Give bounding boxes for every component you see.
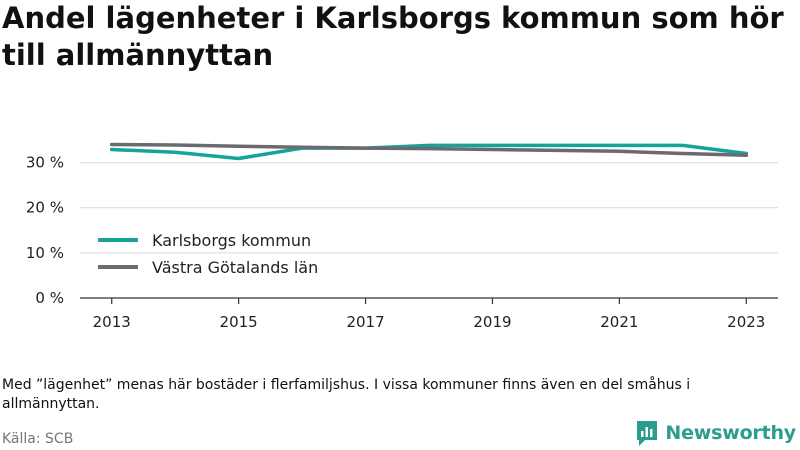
y-tick-label: 0 % [35, 289, 64, 307]
x-tick-label: 2013 [93, 313, 131, 331]
source-label: Källa: SCB [2, 431, 74, 447]
newsworthy-logo-icon [637, 421, 658, 446]
brand-logo[interactable]: Newsworthy [635, 419, 796, 447]
series-lines [109, 142, 749, 161]
line-chart: 0 % 10 % 20 % 30 % 2013 2015 2017 2019 2021 2023… [26, 142, 778, 331]
x-tick-label: 2015 [220, 313, 258, 331]
series-line-1 [109, 143, 749, 161]
legend: Karlsborgs kommun Västra Götalands län [98, 231, 318, 277]
x-tick-label: 2021 [600, 313, 638, 331]
y-tick-labels: 0 % 10 % 20 % 30 % [26, 154, 64, 307]
x-axis [80, 297, 778, 304]
x-tick-labels: 2013 2015 2017 2019 2021 2023 [93, 313, 766, 331]
y-tick-label: 20 % [26, 199, 64, 217]
x-tick-label: 2017 [346, 313, 384, 331]
x-tick-label: 2023 [727, 313, 765, 331]
gridlines [80, 162, 778, 254]
legend-label: Västra Götalands län [152, 258, 318, 277]
chart-footnote: Med ”lägenhet” menas här bostäder i fler… [2, 377, 691, 412]
y-tick-label: 10 % [26, 244, 64, 262]
y-tick-label: 30 % [26, 154, 64, 172]
brand-name: Newsworthy [665, 422, 796, 444]
chart-title: Andel lägenheter i Karlsborgs kommun som… [2, 1, 784, 72]
x-tick-label: 2019 [473, 313, 511, 331]
series-line-2 [109, 142, 749, 158]
legend-label: Karlsborgs kommun [152, 231, 311, 250]
